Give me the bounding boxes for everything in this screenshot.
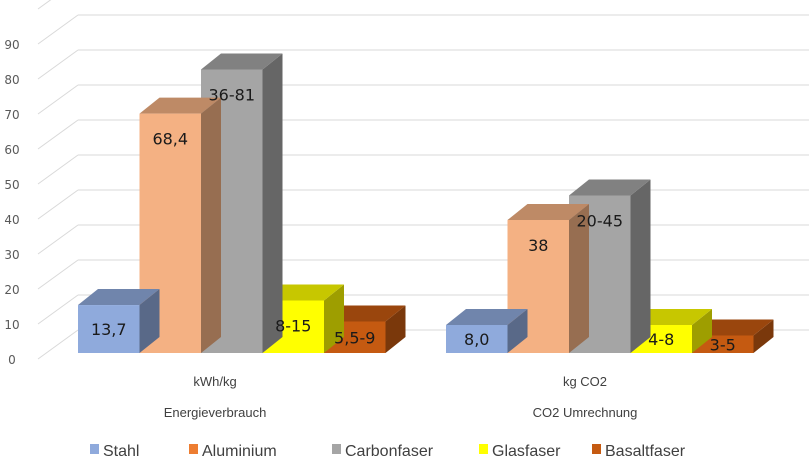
bar-top bbox=[139, 97, 221, 114]
gridline-depth bbox=[37, 224, 79, 255]
legend: Stahl Aluminium Carbonfaser Glasfaser Basalt… bbox=[90, 443, 686, 460]
legend-item-glasfaser: Glasfaser bbox=[479, 443, 561, 460]
bar-top bbox=[78, 289, 160, 306]
bar-top bbox=[446, 309, 528, 325]
y-tick-label: 80 bbox=[4, 73, 19, 87]
gridline-depth bbox=[37, 189, 79, 220]
bar-top bbox=[569, 179, 651, 196]
legend-item-carbonfaser: Carbonfaser bbox=[332, 443, 434, 460]
legend-item-stahl: Stahl bbox=[90, 443, 139, 460]
data-label: 4-8 bbox=[648, 330, 674, 349]
gridline-depth bbox=[37, 14, 79, 45]
y-tick-label: 60 bbox=[4, 143, 19, 157]
bar-stahl-1 bbox=[446, 309, 528, 353]
bar-side bbox=[630, 179, 651, 353]
category-name-label: Energieverbrauch bbox=[164, 405, 267, 420]
data-label: 5,5-9 bbox=[334, 328, 375, 347]
bar-side bbox=[262, 53, 283, 353]
bar-top bbox=[201, 53, 283, 70]
bar-side bbox=[507, 309, 528, 353]
y-tick-label: 30 bbox=[4, 248, 19, 262]
y-tick-label: 40 bbox=[4, 213, 19, 227]
legend-label: Glasfaser bbox=[492, 443, 561, 460]
bar-side bbox=[385, 305, 406, 353]
gridline-depth bbox=[37, 259, 79, 290]
y-axis-ticks: 0 10 20 30 40 50 60 70 80 90 bbox=[4, 38, 19, 367]
bar-side bbox=[139, 289, 160, 353]
data-label: 8-15 bbox=[275, 317, 311, 336]
bar-stahl-0 bbox=[78, 289, 160, 353]
data-label: 38 bbox=[528, 236, 548, 255]
bar-front bbox=[446, 325, 508, 353]
category-unit-label: kWh/kg bbox=[193, 374, 236, 389]
bar-top bbox=[507, 204, 589, 220]
bar-side bbox=[692, 309, 712, 353]
legend-label: Carbonfaser bbox=[345, 443, 434, 460]
bar-side bbox=[324, 284, 344, 353]
bar-front bbox=[78, 305, 140, 353]
category-unit-label: kg CO2 bbox=[563, 374, 607, 389]
y-tick-label: 0 bbox=[8, 353, 16, 367]
legend-label: Aluminium bbox=[202, 443, 277, 460]
bars: 13,7 68,4 36-81 8-15 5,5-9 8,0 38 20-45 4-8 3-5 bbox=[78, 53, 774, 354]
data-label: 3-5 bbox=[710, 335, 736, 354]
gridline-depth bbox=[37, 0, 52, 10]
gridline-depth bbox=[37, 294, 79, 325]
legend-item-basaltfaser: Basaltfaser bbox=[592, 443, 686, 460]
data-label: 8,0 bbox=[464, 330, 489, 349]
data-label: 36-81 bbox=[209, 86, 256, 105]
y-tick-label: 90 bbox=[4, 38, 19, 52]
gridline-depth bbox=[37, 119, 79, 150]
legend-swatch bbox=[592, 444, 601, 454]
gridline-depth bbox=[37, 84, 79, 115]
data-label: 13,7 bbox=[91, 320, 127, 339]
bar-side bbox=[569, 204, 589, 353]
x-axis-categories: kWh/kg Energieverbrauch kg CO2 CO2 Umrechnu… bbox=[164, 374, 638, 420]
legend-swatch bbox=[90, 444, 99, 454]
bar-top bbox=[630, 309, 712, 325]
legend-swatch bbox=[332, 444, 341, 454]
y-tick-label: 10 bbox=[4, 318, 19, 332]
gridline-depth bbox=[37, 329, 79, 360]
gridline-depth bbox=[37, 49, 79, 80]
legend-swatch bbox=[189, 444, 198, 454]
y-tick-label: 70 bbox=[4, 108, 19, 122]
y-tick-label: 20 bbox=[4, 283, 19, 297]
legend-label: Stahl bbox=[103, 443, 139, 460]
category-name-label: CO2 Umrechnung bbox=[533, 405, 638, 420]
gridline-depth bbox=[37, 154, 79, 185]
legend-swatch bbox=[479, 444, 488, 454]
bar-side bbox=[753, 319, 774, 353]
data-label: 20-45 bbox=[577, 212, 624, 231]
bar-top bbox=[692, 319, 774, 336]
bar-top bbox=[262, 284, 344, 301]
legend-item-aluminium: Aluminium bbox=[189, 443, 277, 460]
bar-top bbox=[324, 305, 406, 322]
legend-label: Basaltfaser bbox=[605, 443, 686, 460]
bar-glasfaser-1 bbox=[630, 309, 712, 353]
y-tick-label: 50 bbox=[4, 178, 19, 192]
data-label: 68,4 bbox=[152, 130, 188, 149]
bar-side bbox=[201, 97, 221, 353]
